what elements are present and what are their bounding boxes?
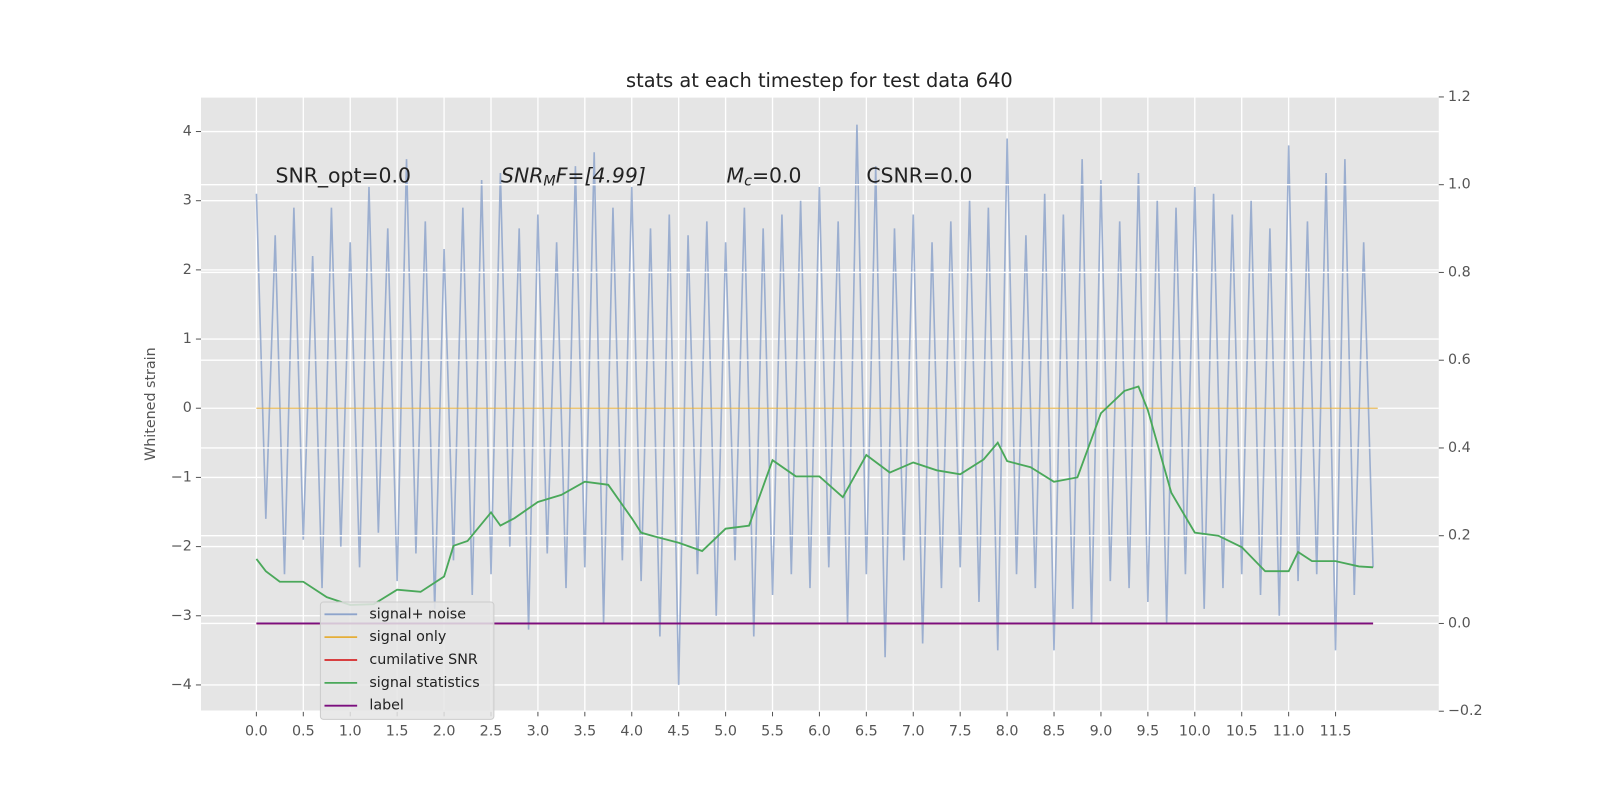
chart-title: stats at each timestep for test data 640 xyxy=(626,69,1013,92)
x-tick-label: 6.5 xyxy=(855,724,878,740)
legend-label: signal only xyxy=(369,629,446,645)
annotation-text: =0.0 xyxy=(752,164,802,188)
annotation-subscript: M xyxy=(543,174,555,190)
annotation-text: M xyxy=(727,164,745,188)
x-tick-label: 9.5 xyxy=(1137,724,1160,740)
x-tick-label: 3.0 xyxy=(527,724,550,740)
y2-tick-label: 1.2 xyxy=(1448,89,1471,105)
x-tick-label: 7.5 xyxy=(949,724,972,740)
annotation: CSNR=0.0 xyxy=(866,164,972,188)
annotation: SNRMF=[4.99] xyxy=(501,164,646,190)
legend-box xyxy=(319,601,495,720)
x-tick-label: 0.0 xyxy=(245,724,268,740)
y2-tick-label: 1.0 xyxy=(1448,177,1471,193)
y2-tick-label: 0.2 xyxy=(1448,528,1471,544)
x-tick-label: 8.0 xyxy=(996,724,1019,740)
x-tick-label: 10.5 xyxy=(1226,724,1258,740)
y2-tick-label: 0.6 xyxy=(1448,352,1471,368)
legend-label: cumilative SNR xyxy=(369,652,477,668)
y-tick-label: 3 xyxy=(183,193,192,209)
x-tick-label: 4.0 xyxy=(620,724,643,740)
legend-label: signal statistics xyxy=(369,675,479,691)
y2-tick-label: −0.2 xyxy=(1448,703,1483,719)
annotation-text: SNR xyxy=(501,164,543,188)
series-line xyxy=(255,124,1374,685)
y-tick-label: 0 xyxy=(183,400,192,416)
y-tick-label: 1 xyxy=(183,331,192,347)
y-tick-label: −1 xyxy=(171,469,192,485)
y-tick-label: 2 xyxy=(183,262,192,278)
annotation-text: CSNR=0.0 xyxy=(866,164,972,188)
x-tick-label: 11.5 xyxy=(1320,724,1352,740)
x-tick-label: 9.0 xyxy=(1090,724,1113,740)
annotation-text: F=[4.99] xyxy=(556,164,646,188)
x-tick-label: 5.0 xyxy=(714,724,737,740)
legend-label: label xyxy=(369,698,404,714)
x-tick-label: 7.0 xyxy=(902,724,925,740)
x-tick-label: 0.5 xyxy=(292,724,315,740)
x-tick-label: 2.5 xyxy=(480,724,503,740)
y-axis-label: Whitened strain xyxy=(143,347,159,461)
x-tick-label: 1.0 xyxy=(339,724,362,740)
annotation-subscript: c xyxy=(744,174,752,190)
y2-tick-label: 0.0 xyxy=(1448,615,1471,631)
x-tick-label: 1.5 xyxy=(386,724,409,740)
x-tick-label: 10.0 xyxy=(1179,724,1211,740)
x-tick-label: 8.5 xyxy=(1043,724,1066,740)
x-tick-label: 5.5 xyxy=(761,724,784,740)
annotation: Mc=0.0 xyxy=(727,164,802,190)
y-tick-label: 4 xyxy=(183,124,192,140)
y-tick-label: −3 xyxy=(171,608,192,624)
x-tick-label: 2.0 xyxy=(433,724,456,740)
y-tick-label: −4 xyxy=(171,677,192,693)
x-tick-label: 4.5 xyxy=(667,724,690,740)
y2-tick-label: 0.4 xyxy=(1448,440,1471,456)
x-tick-label: 3.5 xyxy=(573,724,596,740)
annotation: SNR_opt=0.0 xyxy=(276,164,412,189)
legend-label: signal+ noise xyxy=(369,606,466,622)
x-tick-label: 6.0 xyxy=(808,724,831,740)
y-tick-label: −2 xyxy=(171,539,192,555)
y2-tick-label: 0.8 xyxy=(1448,264,1471,280)
x-tick-label: 11.0 xyxy=(1273,724,1305,740)
annotation-text: SNR_opt=0.0 xyxy=(276,164,412,189)
series-line xyxy=(255,385,1374,606)
